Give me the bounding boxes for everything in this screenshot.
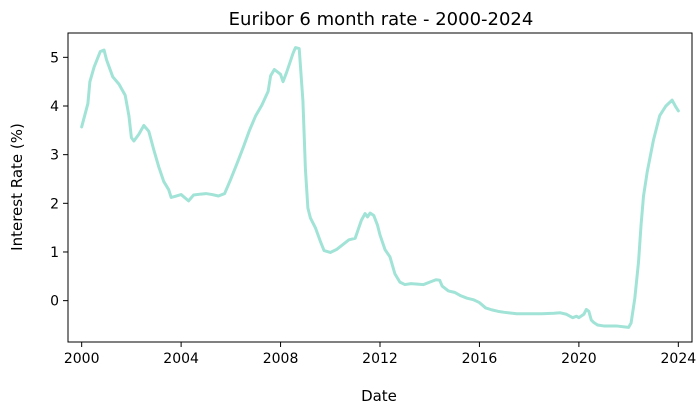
x-tick-label: 2004 (163, 351, 199, 367)
y-tick-label: 2 (50, 196, 59, 212)
x-tick-label: 2000 (64, 351, 100, 367)
series-line (80, 46, 680, 329)
y-axis-ticks: 0 1 2 3 4 5 (50, 50, 68, 310)
x-tick-label: 2024 (661, 351, 697, 367)
x-tick-label: 2008 (263, 351, 299, 367)
y-tick-label: 1 (50, 245, 59, 261)
y-tick-label: 4 (50, 99, 59, 115)
x-axis-label: Date (361, 387, 397, 405)
y-tick-label: 5 (50, 50, 59, 66)
y-axis-label: Interest Rate (%) (8, 123, 26, 251)
x-axis-ticks: 2000 2004 2008 2012 2016 2020 2024 (64, 342, 696, 367)
x-tick-label: 2020 (561, 351, 597, 367)
chart-title: Euribor 6 month rate - 2000-2024 (229, 9, 534, 30)
y-tick-label: 3 (50, 148, 59, 164)
plot-area: 2000 2004 2008 2012 2016 2020 2024 0 1 2 3 4 5 (50, 32, 696, 367)
x-tick-label: 2016 (462, 351, 498, 367)
y-tick-label: 0 (50, 294, 59, 310)
x-tick-label: 2012 (362, 351, 398, 367)
